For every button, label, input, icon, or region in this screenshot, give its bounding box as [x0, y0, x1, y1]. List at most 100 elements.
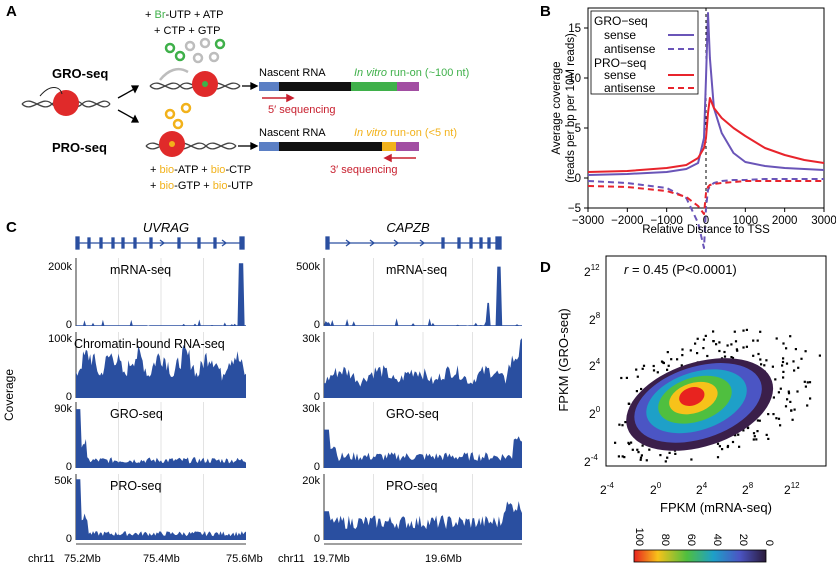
- gene-capzb-label: CAPZB: [386, 220, 430, 235]
- scatter-point: [641, 444, 644, 447]
- panel-c: C UVRAG CAPZB 200k 0 500k 0 mRNA-seq mRNA-seq…: [2, 219, 522, 565]
- track-label-right: mRNA-seq: [386, 263, 447, 277]
- scatter-point: [757, 352, 760, 356]
- coverage-track-3-1: [324, 501, 522, 540]
- row-arrows: [238, 81, 259, 151]
- scatter-point: [718, 445, 721, 448]
- svg-text:24: 24: [696, 481, 708, 497]
- scatter-point: [645, 459, 648, 462]
- scatter-x-ticks: 2-4 20 24 28 212: [600, 481, 800, 497]
- scatter-xlabel: FPKM (mRNA-seq): [660, 500, 772, 515]
- track-label-right: PRO-seq: [386, 479, 437, 493]
- scatter-point: [752, 432, 756, 435]
- pro-seq-label: PRO-seq: [52, 140, 107, 155]
- chart-b-legend: GRO−seq sense antisense PRO−seq sense an…: [590, 10, 699, 95]
- scatter-point: [818, 354, 821, 357]
- legend-gro-title: GRO−seq: [594, 14, 648, 28]
- scatter-frame: [605, 255, 827, 467]
- scatter-point: [635, 390, 638, 393]
- scatter-point: [735, 348, 738, 351]
- scatter-point: [742, 329, 745, 332]
- scatter-point: [763, 364, 766, 367]
- scatter-point: [642, 364, 646, 367]
- scatter-point: [676, 358, 679, 361]
- scatter-point: [765, 359, 768, 362]
- scatter-point: [803, 380, 806, 383]
- y-tick-label: 15: [568, 23, 581, 35]
- scatter-point: [797, 366, 800, 369]
- scatter-point: [715, 343, 718, 346]
- scatter-point: [785, 347, 788, 350]
- coverage-track-1-0: [76, 344, 246, 398]
- series-line-3: [587, 180, 824, 215]
- track-tick-zero: 0: [66, 533, 72, 545]
- scatter-point: [674, 452, 677, 455]
- y-tick-label: −5: [568, 203, 581, 215]
- track-label-left: PRO-seq: [110, 479, 161, 493]
- scatter-point: [738, 445, 741, 448]
- svg-text:20: 20: [650, 481, 662, 497]
- scatter-point: [745, 345, 748, 348]
- scatter-point: [742, 429, 745, 432]
- panel-a: A + Br-UTP + ATP + CTP + GTP GR: [6, 3, 469, 192]
- scatter-point: [696, 337, 699, 340]
- scatter-point: [628, 402, 631, 405]
- track-label-right: GRO-seq: [386, 407, 439, 421]
- scatter-point: [742, 346, 745, 349]
- scatter-point: [664, 460, 667, 463]
- scatter-point: [639, 458, 642, 461]
- scatter-point: [731, 356, 735, 360]
- scatter-point: [731, 440, 735, 444]
- scatter-point: [794, 348, 797, 351]
- x-tick-label: 3000: [811, 215, 836, 227]
- scatter-point: [782, 376, 785, 379]
- scatter-point: [752, 354, 755, 357]
- scatter-point: [753, 435, 756, 438]
- scatter-point: [706, 354, 709, 358]
- legend-pro-sense: sense: [604, 68, 636, 82]
- pro-nascent-label: Nascent RNA: [259, 127, 326, 139]
- scatter-point: [789, 400, 792, 403]
- scatter-point: [718, 349, 721, 353]
- scatter-point: [771, 365, 774, 368]
- scatter-point: [726, 445, 729, 449]
- svg-text:2-4: 2-4: [584, 453, 598, 469]
- scatter-point: [640, 387, 643, 391]
- scatter-point: [806, 404, 809, 407]
- scatter-point: [716, 456, 720, 459]
- scatter-point: [618, 423, 621, 426]
- scatter-point: [804, 350, 807, 353]
- colorbar-ticks: 100 80 60 40 20 0: [633, 528, 775, 546]
- pro-nucleotide-circles: [164, 102, 192, 130]
- scatter-point: [640, 454, 643, 457]
- track-tick-top: 20k: [302, 475, 320, 487]
- track-tick-top: 30k: [302, 333, 320, 345]
- scatter-point: [614, 441, 617, 444]
- scatter-point: [746, 426, 749, 430]
- scatter-ylabel: FPKM (GRO-seq): [556, 308, 571, 411]
- scatter-point: [681, 354, 684, 357]
- legend-pro-title: PRO−seq: [594, 56, 646, 70]
- colorbar-tick-label: 0: [763, 540, 775, 546]
- scatter-point: [809, 397, 812, 400]
- scatter-point: [712, 330, 715, 333]
- x-tick-label: 1000: [733, 215, 759, 227]
- scatter-point: [756, 430, 759, 433]
- coverage-ylabel: Coverage: [2, 369, 16, 421]
- scatter-point: [759, 330, 762, 333]
- gro-5prime-arrow: [262, 93, 295, 103]
- panel-d-label: D: [540, 259, 551, 276]
- pro-polymerase-complex: [145, 131, 237, 157]
- track-label-left: mRNA-seq: [110, 263, 171, 277]
- scatter-point: [696, 352, 699, 355]
- scatter-point: [787, 392, 791, 395]
- gro-5prime-label: 5′ sequencing: [268, 104, 336, 116]
- track-tick-zero: 0: [314, 391, 320, 403]
- scatter-point: [774, 378, 777, 381]
- scatter-point: [752, 438, 755, 441]
- gro-rna-bar: [259, 82, 419, 91]
- scatter-point: [772, 396, 775, 399]
- scatter-point: [782, 342, 785, 345]
- scatter-point: [627, 441, 630, 444]
- scatter-point: [806, 381, 809, 384]
